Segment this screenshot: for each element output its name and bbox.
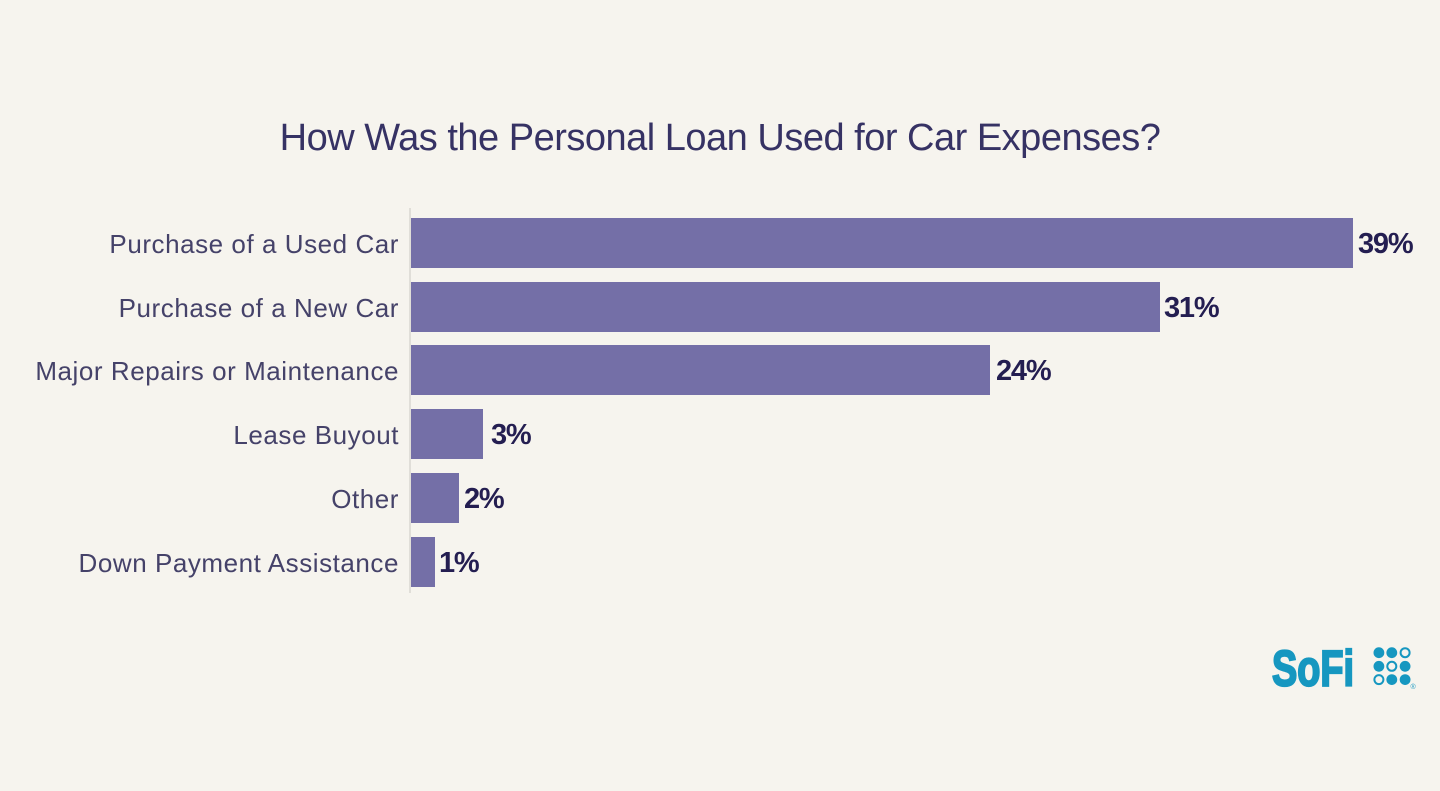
svg-text:®: ® (1411, 683, 1417, 691)
svg-text:SoFi: SoFi (1272, 641, 1354, 695)
